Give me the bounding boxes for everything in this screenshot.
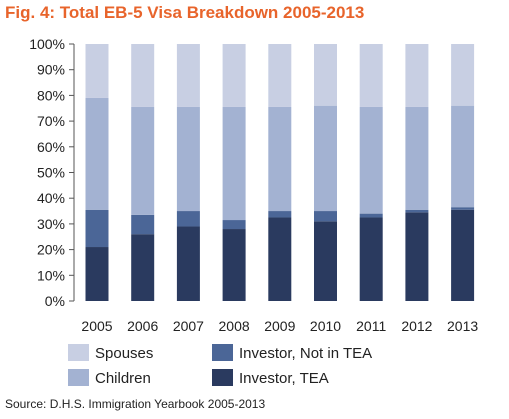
y-tick-label: 30% [37, 216, 65, 232]
chart-title: Fig. 4: Total EB-5 Visa Breakdown 2005-2… [5, 3, 365, 22]
y-tick-label: 40% [37, 190, 65, 206]
y-tick-label: 60% [37, 139, 65, 155]
bar-segment [405, 209, 429, 213]
bar-segment [222, 220, 246, 230]
y-tick-label: 10% [37, 267, 65, 283]
x-tick-label: 2005 [81, 318, 112, 334]
bar-segment [451, 209, 475, 301]
bar-segment [222, 106, 246, 221]
y-tick-label: 0% [45, 293, 65, 309]
bar-segment [176, 44, 200, 107]
y-tick-label: 90% [37, 62, 65, 78]
y-tick-label: 80% [37, 87, 65, 103]
y-tick-label: 50% [37, 165, 65, 181]
bar-segment [222, 229, 246, 301]
legend-label: Investor, TEA [239, 370, 329, 387]
bar-segment [268, 106, 292, 212]
bar-segment [131, 106, 155, 215]
bar-segment [268, 217, 292, 301]
legend-label: Spouses [95, 345, 153, 362]
legend-label: Investor, Not in TEA [239, 345, 372, 362]
legend-swatch [68, 369, 89, 386]
bar-segment [268, 44, 292, 107]
bar-segment [359, 106, 383, 214]
bar-segment [222, 44, 246, 107]
bar-segment [405, 44, 429, 107]
y-tick-label: 20% [37, 242, 65, 258]
bar-segment [359, 217, 383, 301]
bar-segment [268, 211, 292, 218]
bar-segment [85, 44, 109, 98]
x-tick-label: 2013 [447, 318, 478, 334]
y-tick-label: 70% [37, 113, 65, 129]
x-tick-label: 2010 [310, 318, 341, 334]
bar-segment [314, 105, 337, 212]
x-tick-label: 2011 [356, 318, 386, 334]
bar-segment [176, 211, 200, 227]
bar-segment [85, 97, 109, 210]
bar-segment [314, 44, 337, 106]
bar-segment [131, 234, 155, 301]
bar-segment [176, 106, 200, 212]
bar-segment [85, 247, 109, 301]
legend-swatch [68, 344, 89, 361]
x-tick-label: 2012 [401, 318, 432, 334]
x-tick-label: 2006 [127, 318, 158, 334]
source-note: Source: D.H.S. Immigration Yearbook 2005… [5, 397, 266, 411]
x-tick-label: 2008 [219, 318, 250, 334]
bar-segment [85, 209, 109, 248]
y-tick-label: 100% [29, 36, 65, 52]
bar-segment [314, 221, 337, 301]
bar-segment [451, 44, 475, 106]
legend-swatch [212, 369, 233, 386]
legend-label: Children [95, 370, 151, 387]
bar-segment [451, 207, 475, 210]
bar-segment [176, 226, 200, 301]
legend-swatch [212, 344, 233, 361]
bar-segment [359, 213, 383, 218]
bar-segment [314, 211, 337, 222]
bar-segment [405, 106, 429, 210]
bar-segment [359, 44, 383, 107]
bar-segment [405, 212, 429, 301]
bar-segment [131, 44, 155, 107]
bar-segment [451, 105, 475, 208]
bar-segment [131, 214, 155, 235]
x-tick-label: 2007 [173, 318, 204, 334]
x-tick-label: 2009 [264, 318, 295, 334]
